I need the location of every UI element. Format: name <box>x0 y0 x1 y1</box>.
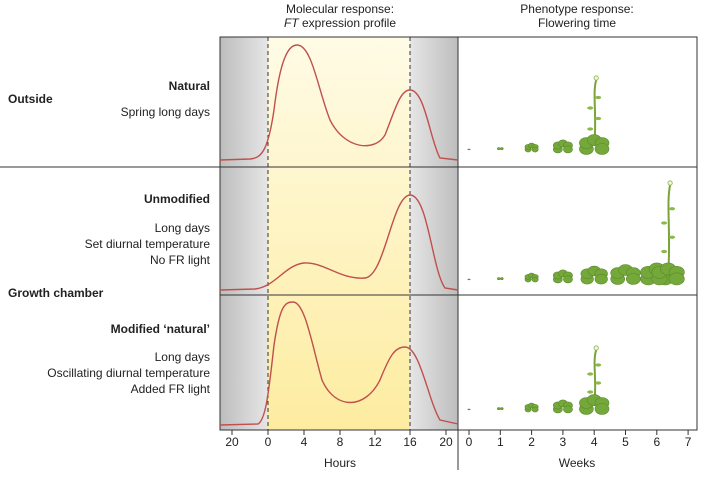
stalk-leaf <box>595 381 602 385</box>
leaf <box>594 143 610 155</box>
header: Molecular response: <box>286 2 394 16</box>
stalk-leaf <box>587 106 594 110</box>
tick-label: 20 <box>439 435 453 449</box>
stalk-leaf <box>595 363 602 367</box>
leaf <box>500 407 504 411</box>
stalk-leaf <box>595 95 602 100</box>
curves <box>219 44 459 426</box>
leaf <box>497 277 501 281</box>
leaf <box>468 408 471 411</box>
night-left <box>220 37 268 430</box>
stalk-leaf <box>595 116 602 121</box>
tick-label: 7 <box>685 435 692 449</box>
stalk <box>667 184 672 277</box>
plant <box>497 147 504 151</box>
tick-label: 16 <box>403 435 417 449</box>
stalk-leaf <box>661 221 668 225</box>
tick-label: 2 <box>528 435 535 449</box>
plant <box>552 269 573 284</box>
flower <box>593 75 599 81</box>
plant <box>524 272 539 283</box>
tick-label: 8 <box>337 435 344 449</box>
header-rest: expression profile <box>299 16 397 30</box>
stalk-leaf <box>661 249 668 254</box>
row-title: Unmodified <box>144 192 210 206</box>
tick-label: 4 <box>591 435 598 449</box>
leaf <box>594 403 610 415</box>
row-title: Modified ‘natural’ <box>111 322 210 336</box>
group-label: Growth chamber <box>8 286 104 300</box>
tick-label: 1 <box>497 435 504 449</box>
plant <box>467 148 471 151</box>
leaf <box>531 146 539 153</box>
tick-label: 3 <box>560 435 567 449</box>
leaf <box>497 147 501 151</box>
tick-label: 12 <box>368 435 382 449</box>
leaf <box>497 407 501 411</box>
tick-label: 5 <box>622 435 629 449</box>
tick-label: 0 <box>265 435 272 449</box>
row-line: Spring long days <box>121 105 210 119</box>
header: FT expression profile <box>284 16 396 30</box>
leaf <box>594 273 608 285</box>
stalk-leaf <box>669 235 676 239</box>
row-line: No FR light <box>150 253 211 267</box>
axis-label: Hours <box>324 456 356 470</box>
plant <box>467 278 471 281</box>
plant <box>524 402 539 413</box>
stalk-leaf <box>669 207 676 211</box>
header: Phenotype response: <box>520 2 633 16</box>
stalk-leaf <box>587 390 594 394</box>
curve <box>219 44 459 161</box>
plant <box>552 399 573 414</box>
leaf <box>500 147 504 151</box>
plant <box>497 407 504 411</box>
plant <box>610 264 641 285</box>
plant <box>467 408 471 411</box>
plant <box>524 142 539 153</box>
leaf <box>563 275 573 284</box>
plant <box>579 345 610 415</box>
plant <box>651 180 685 286</box>
curve <box>219 301 459 426</box>
night-right <box>410 37 458 430</box>
axis-label: Weeks <box>559 456 595 470</box>
row-title: Natural <box>169 79 210 93</box>
leaf <box>468 278 471 281</box>
stalk-leaf <box>587 127 594 131</box>
tick-label: 4 <box>301 435 308 449</box>
leaf <box>563 405 573 414</box>
leaf <box>625 273 641 285</box>
row-line: Long days <box>155 350 210 364</box>
plant <box>497 277 504 281</box>
leaf <box>563 145 573 154</box>
leaf <box>468 148 471 151</box>
flower <box>667 180 673 186</box>
plant <box>579 75 610 155</box>
gene: FT <box>284 16 300 30</box>
leaf <box>531 406 539 413</box>
leaf <box>531 276 539 283</box>
ticks <box>231 430 689 435</box>
row-line: Oscillating diurnal temperature <box>47 366 210 380</box>
plants <box>467 75 685 415</box>
stalk-leaf <box>587 372 594 376</box>
tick-label: 6 <box>653 435 660 449</box>
plant <box>580 265 608 285</box>
curve <box>219 194 459 291</box>
leaf <box>500 277 504 281</box>
row-line: Set diurnal temperature <box>85 237 211 251</box>
row-line: Added FR light <box>131 382 211 396</box>
header: Flowering time <box>538 16 616 30</box>
row-line: Long days <box>155 221 210 235</box>
tick-label: 20 <box>225 435 239 449</box>
group-label: Outside <box>8 92 53 106</box>
tick-label: 0 <box>466 435 473 449</box>
plant <box>552 139 573 154</box>
leaf <box>668 272 685 286</box>
flower <box>593 345 599 351</box>
